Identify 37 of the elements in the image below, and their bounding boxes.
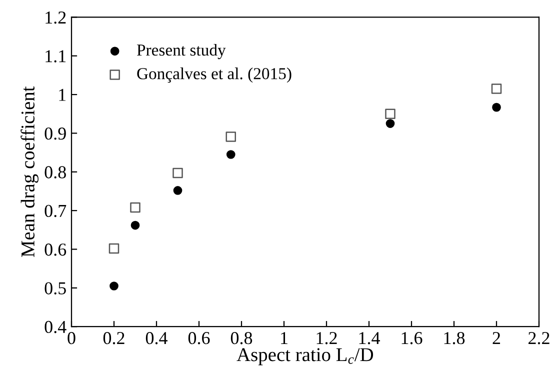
point — [130, 202, 140, 213]
x-tick-label: 1 — [281, 332, 288, 344]
x-tick-label: 0.8 — [230, 332, 252, 344]
x-tick-label: 0.4 — [146, 332, 168, 344]
y-tick-label: 0.8 — [44, 166, 66, 178]
point — [492, 102, 501, 112]
x-tick-label: 1.2 — [316, 332, 337, 344]
y-tick-label: 1.2 — [46, 12, 66, 24]
point — [108, 243, 120, 254]
legend-label: Gonçalves et al. (2015) — [137, 68, 292, 83]
y-tick-label: 1 — [59, 88, 66, 101]
legend-label: Present study — [136, 44, 226, 60]
y-axis-title: Mean drag coefficient — [20, 86, 39, 258]
x-tick-label: 2 — [492, 332, 500, 344]
x-tick-label: 1.6 — [402, 332, 422, 344]
x-tick-label: 1.4 — [359, 332, 380, 344]
x-tick-label: 0.6 — [188, 332, 210, 344]
point — [226, 132, 236, 142]
y-tick-label: 0.6 — [44, 244, 66, 256]
x-tick-label: 2.2 — [528, 332, 550, 344]
point — [110, 282, 118, 290]
x-axis-title: Aspect ratio L$_{c}$/D — [236, 348, 374, 366]
y-tick-label: 0.5 — [44, 282, 66, 294]
x-tick-label: 0.2 — [103, 332, 124, 344]
y-tick-label: 0.4 — [44, 320, 66, 334]
point — [491, 84, 502, 94]
point — [385, 108, 396, 120]
point — [172, 168, 183, 178]
y-tick-label: 0.9 — [44, 127, 66, 140]
x-tick-label: 0 — [68, 332, 76, 344]
y-tick-label: 0.7 — [44, 204, 66, 218]
point — [173, 186, 182, 195]
point — [226, 150, 236, 159]
x-tick-label: 1.8 — [444, 332, 465, 344]
point — [386, 119, 395, 128]
y-tick-label: 1.1 — [46, 50, 66, 62]
point — [130, 220, 140, 230]
